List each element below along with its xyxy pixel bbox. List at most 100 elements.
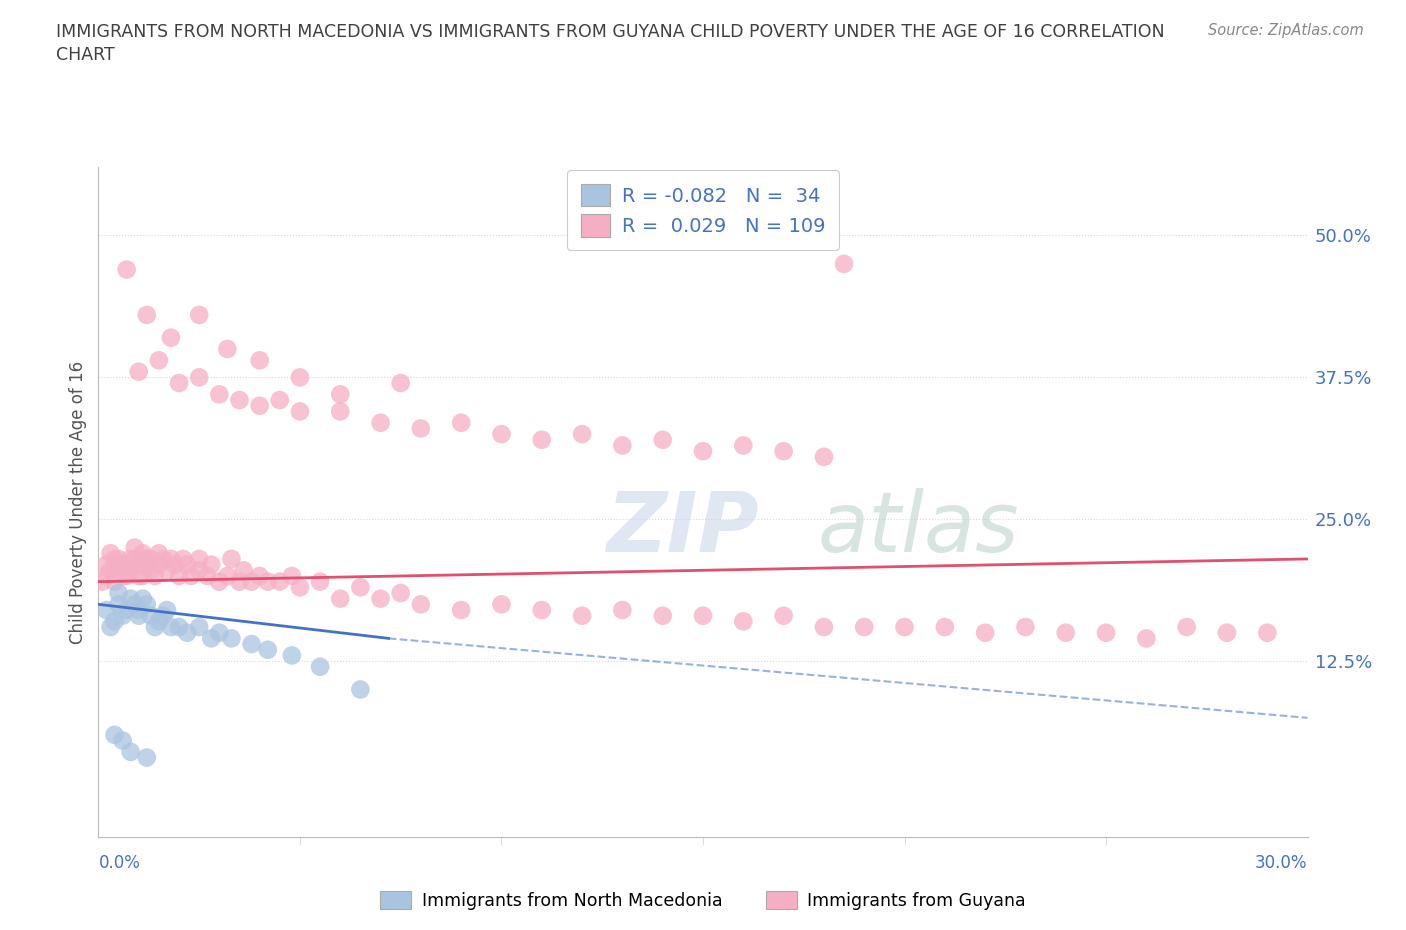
Point xyxy=(370,416,392,431)
Point xyxy=(974,625,997,640)
Point xyxy=(139,608,162,623)
Point xyxy=(100,619,122,634)
Point xyxy=(180,568,202,583)
Point xyxy=(176,625,198,640)
Point xyxy=(329,404,352,418)
Point xyxy=(1175,619,1198,634)
Point xyxy=(156,603,179,618)
Point xyxy=(195,568,218,583)
Point xyxy=(160,330,183,345)
Point xyxy=(124,551,146,566)
Point xyxy=(91,574,114,589)
Point xyxy=(240,574,263,589)
Point xyxy=(349,580,371,595)
Point xyxy=(120,551,142,566)
Point xyxy=(249,568,271,583)
Point xyxy=(103,614,125,629)
Point xyxy=(228,574,250,589)
Y-axis label: Child Poverty Under the Age of 16: Child Poverty Under the Age of 16 xyxy=(69,361,87,644)
Point xyxy=(135,597,157,612)
Point xyxy=(128,568,150,583)
Point xyxy=(772,444,794,458)
Point xyxy=(217,568,239,583)
Point xyxy=(100,546,122,561)
Point xyxy=(167,376,190,391)
Text: 0.0%: 0.0% xyxy=(98,854,141,872)
Point xyxy=(651,608,673,623)
Point xyxy=(1135,631,1157,645)
Point xyxy=(409,597,432,612)
Point xyxy=(221,631,243,645)
Point xyxy=(148,557,170,572)
Point xyxy=(139,551,162,566)
Point xyxy=(853,619,876,634)
Point xyxy=(188,619,211,634)
Point xyxy=(1095,625,1118,640)
Point xyxy=(188,370,211,385)
Point xyxy=(450,416,472,431)
Text: IMMIGRANTS FROM NORTH MACEDONIA VS IMMIGRANTS FROM GUYANA CHILD POVERTY UNDER TH: IMMIGRANTS FROM NORTH MACEDONIA VS IMMIG… xyxy=(56,23,1164,41)
Point xyxy=(530,603,553,618)
Point xyxy=(132,591,155,606)
Point xyxy=(188,563,211,578)
Point xyxy=(115,262,138,277)
Point xyxy=(132,568,155,583)
Point xyxy=(934,619,956,634)
Point xyxy=(200,557,222,572)
Point xyxy=(200,631,222,645)
Point xyxy=(167,619,190,634)
Point xyxy=(208,574,231,589)
Point xyxy=(208,625,231,640)
Point xyxy=(733,614,755,629)
Point xyxy=(176,557,198,572)
Point xyxy=(530,432,553,447)
Point xyxy=(120,563,142,578)
Point xyxy=(100,563,122,578)
Point xyxy=(188,551,211,566)
Point xyxy=(120,591,142,606)
Point xyxy=(370,591,392,606)
Point xyxy=(148,352,170,367)
Point xyxy=(249,398,271,413)
Point xyxy=(124,540,146,555)
Point xyxy=(349,682,371,697)
Point xyxy=(329,591,352,606)
Point xyxy=(111,568,134,583)
Point xyxy=(893,619,915,634)
Point xyxy=(217,341,239,356)
Point xyxy=(128,608,150,623)
Point xyxy=(143,568,166,583)
Point xyxy=(692,444,714,458)
Point xyxy=(115,568,138,583)
Point xyxy=(135,557,157,572)
Legend: Immigrants from North Macedonia, Immigrants from Guyana: Immigrants from North Macedonia, Immigra… xyxy=(373,884,1033,917)
Point xyxy=(309,659,332,674)
Point xyxy=(612,603,634,618)
Point xyxy=(281,568,304,583)
Point xyxy=(288,370,311,385)
Point xyxy=(1054,625,1077,640)
Point xyxy=(135,751,157,765)
Point xyxy=(111,557,134,572)
Point xyxy=(612,438,634,453)
Point xyxy=(1216,625,1239,640)
Point xyxy=(128,603,150,618)
Point xyxy=(103,727,125,742)
Text: ZIP: ZIP xyxy=(606,488,759,569)
Point xyxy=(256,574,278,589)
Point xyxy=(772,608,794,623)
Point xyxy=(409,421,432,436)
Point xyxy=(103,574,125,589)
Point xyxy=(228,392,250,407)
Point xyxy=(1014,619,1036,634)
Point xyxy=(309,574,332,589)
Point xyxy=(160,619,183,634)
Point xyxy=(733,438,755,453)
Point xyxy=(813,619,835,634)
Text: 30.0%: 30.0% xyxy=(1256,854,1308,872)
Point xyxy=(491,427,513,442)
Point xyxy=(288,404,311,418)
Point xyxy=(143,619,166,634)
Point xyxy=(148,546,170,561)
Point xyxy=(160,551,183,566)
